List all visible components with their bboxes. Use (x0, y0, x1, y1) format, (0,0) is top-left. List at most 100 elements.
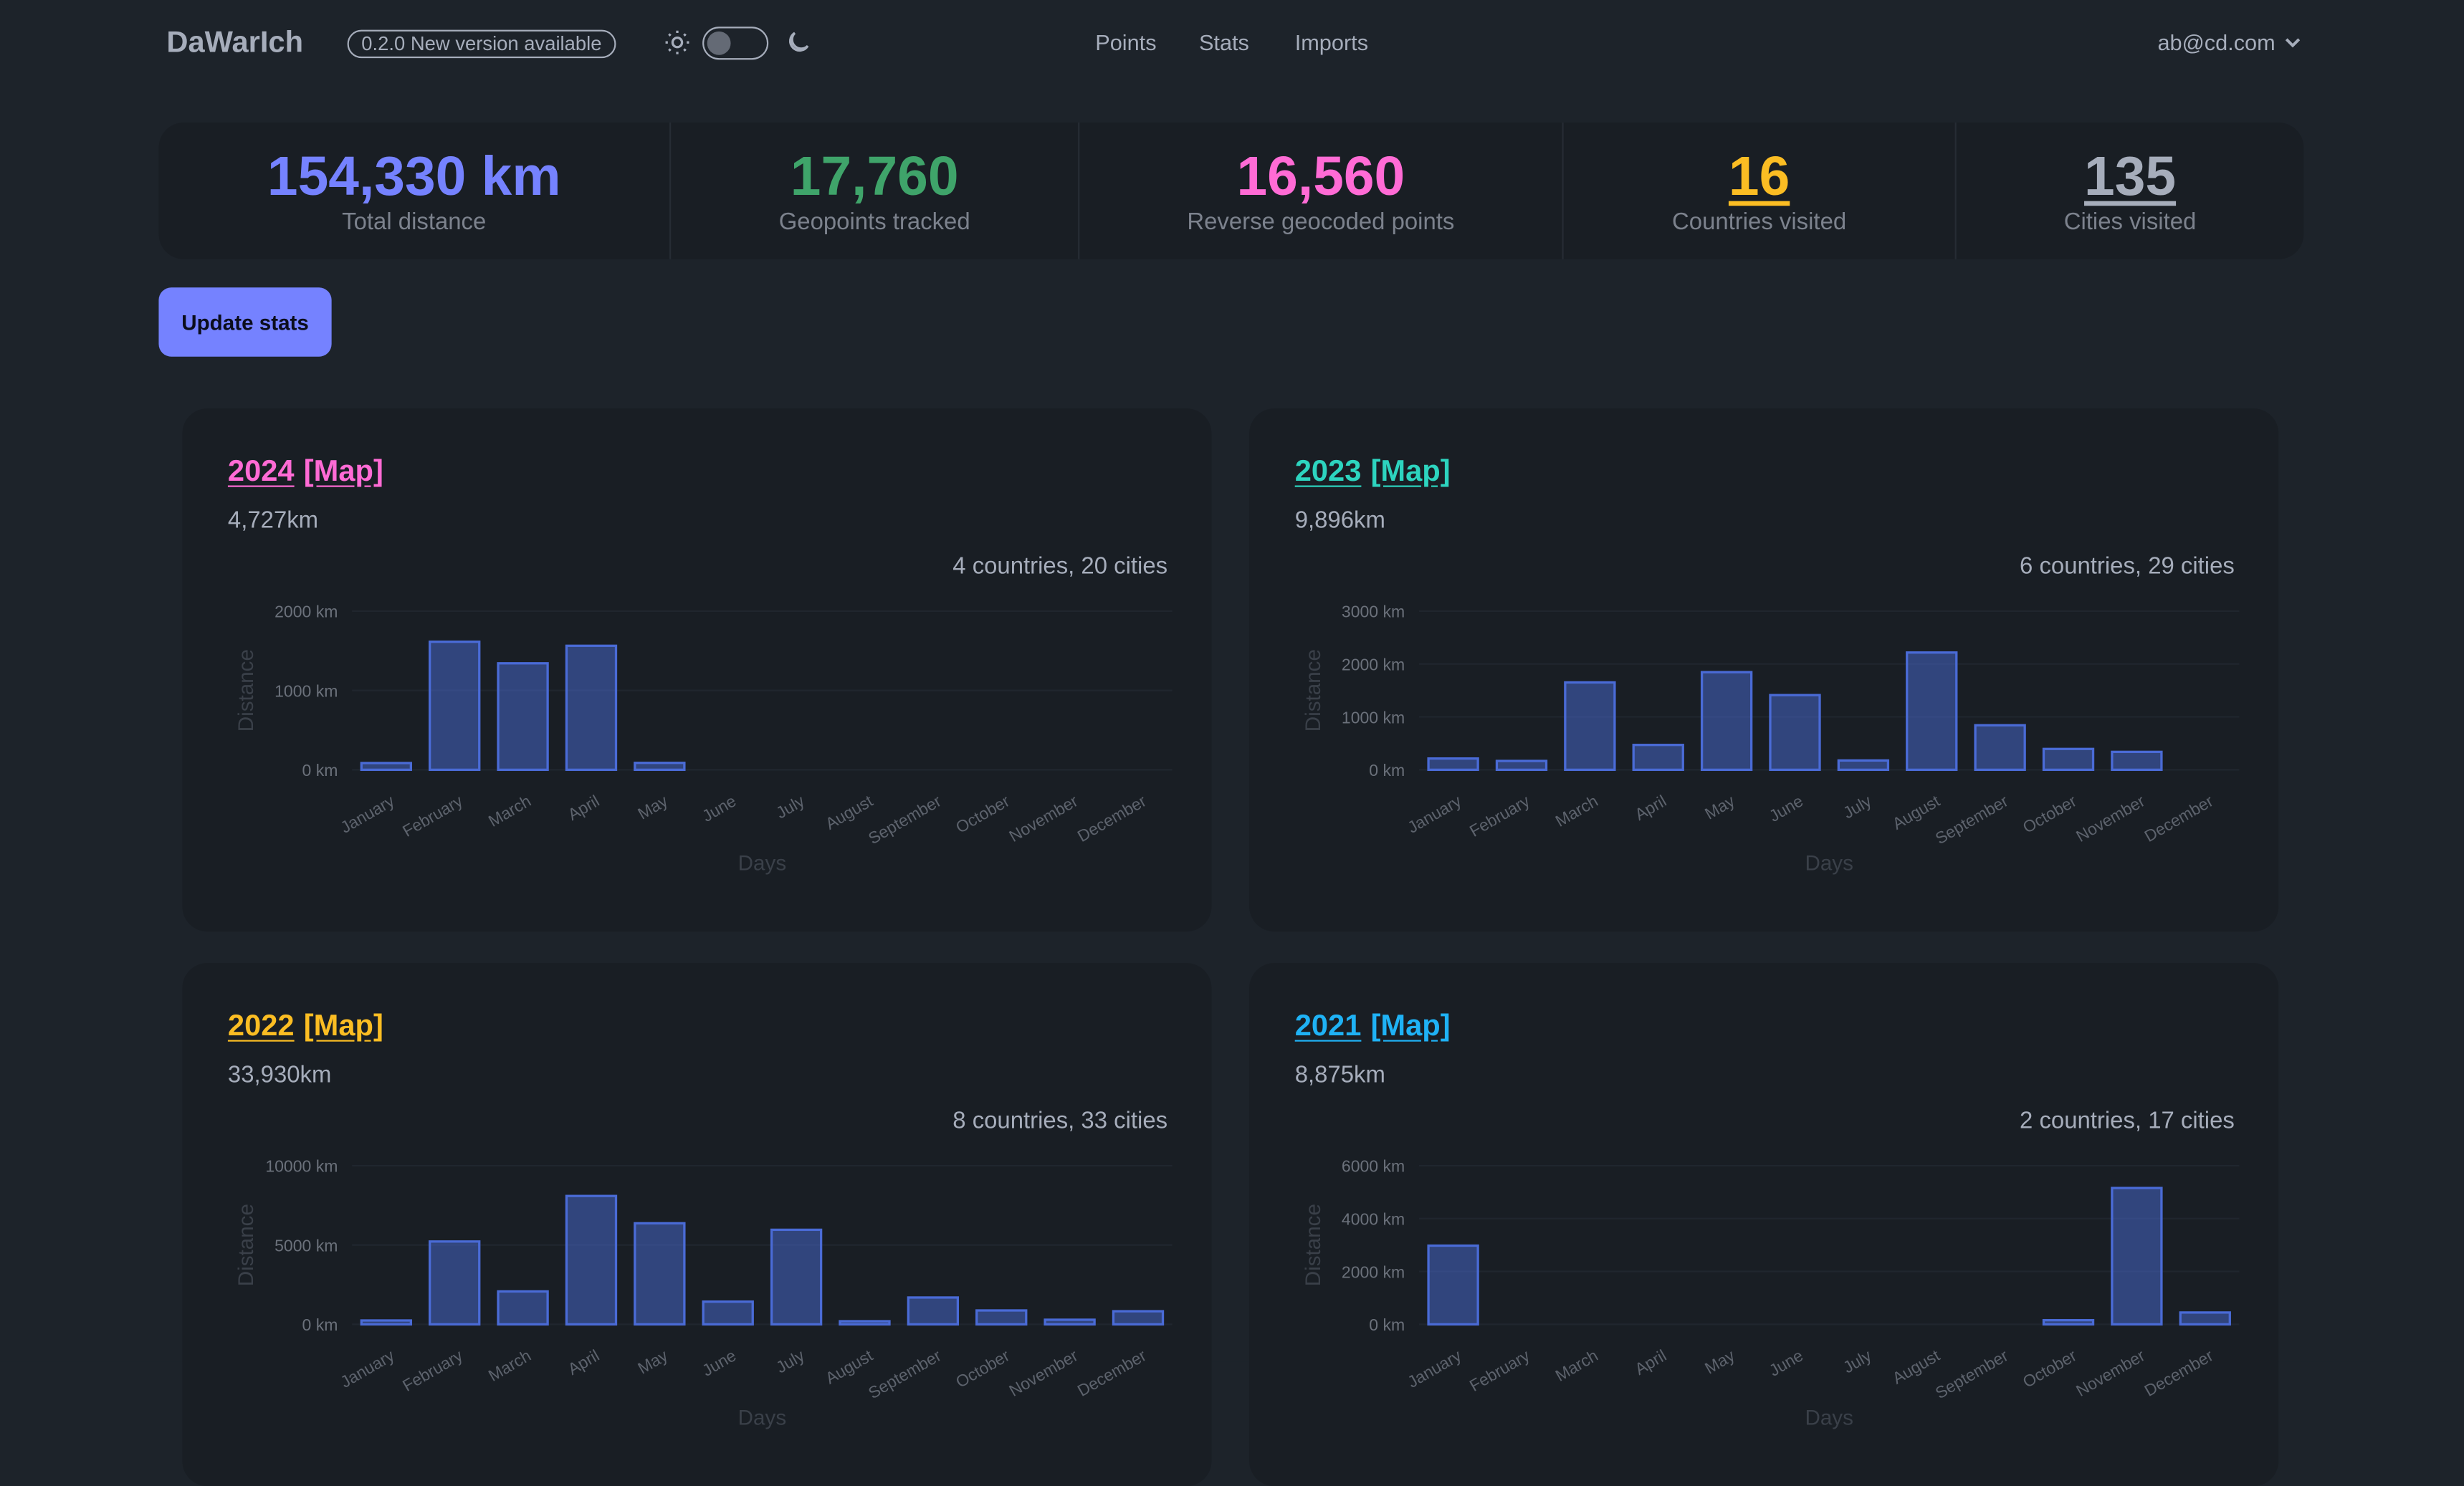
x-tick-label: April (565, 1346, 603, 1379)
year-link[interactable]: 2024 (227, 455, 295, 489)
x-tick-label: August (822, 1346, 877, 1388)
year-places: 8 countries, 33 cities (952, 1107, 1168, 1135)
y-tick-label: 2000 km (274, 603, 338, 621)
bar-may (634, 762, 686, 772)
stat-reverse-geocoded: 16,560 Reverse geocoded points (1079, 123, 1564, 259)
stats-page: DaWarIch 0.2.0 New version available Poi… (158, 27, 2302, 1430)
stat-label: Reverse geocoded points (1187, 208, 1455, 235)
app-logo[interactable]: DaWarIch (166, 27, 304, 60)
map-link[interactable]: [Map] (1370, 1010, 1451, 1043)
year-card-2021: 2021 [Map] 8,875km 2 countries, 17 cities… (1249, 963, 2279, 1486)
stat-label: Geopoints tracked (778, 208, 970, 235)
bar-december (2179, 1311, 2231, 1326)
nav-stats[interactable]: Stats (1198, 29, 1249, 55)
chevron-down-icon (2285, 38, 2300, 48)
bar-november (1044, 1318, 1096, 1326)
x-tick-label: December (2141, 791, 2216, 845)
y-tick-label: 2000 km (1342, 656, 1405, 674)
year-card-2023: 2023 [Map] 9,896km 6 countries, 29 cities… (1249, 408, 2279, 932)
bar-june (702, 1300, 754, 1326)
x-tick-label: January (1404, 1346, 1464, 1391)
x-tick-label: November (1006, 791, 1081, 845)
user-menu[interactable]: ab@cd.com (2157, 30, 2302, 55)
stat-label: Cities visited (2063, 208, 2197, 235)
x-tick-label: February (1466, 1346, 1533, 1395)
bar-may (1700, 671, 1753, 772)
x-tick-label: June (699, 791, 739, 825)
x-tick-label: June (699, 1346, 739, 1379)
x-tick-label: September (1932, 1346, 2012, 1402)
nav-imports[interactable]: Imports (1294, 29, 1369, 55)
year-distance: 4,727km (227, 507, 319, 535)
bar-january (1427, 1244, 1479, 1326)
x-tick-label: January (1404, 791, 1464, 837)
x-tick-label: March (1552, 1346, 1601, 1384)
x-tick-label: November (1006, 1346, 1081, 1400)
x-tick-label: December (1074, 1346, 1150, 1400)
x-axis-title: Days (1805, 1406, 1853, 1430)
countries-link[interactable]: 16 (1728, 145, 1790, 207)
bar-november (2111, 1187, 2163, 1326)
year-distance: 9,896km (1294, 507, 1385, 535)
x-tick-label: July (773, 1346, 808, 1376)
x-tick-label: June (1766, 1346, 1806, 1379)
x-tick-label: May (634, 1346, 671, 1378)
y-tick-label: 1000 km (274, 681, 338, 700)
y-tick-label: 0 km (302, 1315, 338, 1334)
x-tick-label: May (1701, 1346, 1738, 1378)
x-tick-label: April (1632, 791, 1670, 824)
update-stats-button[interactable]: Update stats (158, 287, 332, 357)
year-places: 6 countries, 29 cities (2020, 552, 2235, 580)
cities-link[interactable]: 135 (2084, 145, 2177, 207)
new-version-badge[interactable]: 0.2.0 New version available (347, 29, 616, 59)
theme-toggle[interactable] (702, 27, 769, 60)
distance-chart: 0 km 1000 km 2000 km 3000 km January February… (1302, 603, 2240, 876)
x-tick-label: December (2141, 1346, 2216, 1400)
bar-november (2111, 750, 2163, 772)
stat-label: Total distance (342, 208, 487, 235)
x-axis-title: Days (738, 1406, 786, 1430)
distance-chart: 0 km 1000 km 2000 km January February March Ap… (234, 603, 1173, 876)
year-title: 2021 [Map] (1295, 1010, 1460, 1045)
x-tick-label: September (865, 791, 945, 848)
y-tick-label: 1000 km (1342, 708, 1405, 727)
y-tick-label: 10000 km (265, 1157, 338, 1176)
map-link[interactable]: [Map] (303, 1010, 383, 1043)
year-link[interactable]: 2023 (1294, 455, 1362, 489)
bar-january (1427, 757, 1479, 772)
x-axis-title: Days (738, 852, 786, 876)
stat-value: 154,330 km (267, 145, 561, 207)
bar-october (2042, 1318, 2095, 1326)
bar-february (429, 1240, 481, 1326)
distance-chart: 0 km 2000 km 4000 km 6000 km January February… (1302, 1157, 2240, 1430)
x-tick-label: July (1840, 791, 1875, 822)
y-tick-label: 3000 km (1342, 603, 1405, 621)
sun-icon (665, 30, 689, 54)
x-tick-label: April (1632, 1346, 1670, 1379)
moon-icon (789, 32, 809, 52)
map-link[interactable]: [Map] (303, 455, 383, 489)
year-title: 2022 [Map] (228, 1010, 393, 1045)
x-tick-label: February (399, 1346, 466, 1395)
x-axis-title: Days (1805, 852, 1853, 876)
year-link[interactable]: 2022 (227, 1010, 295, 1043)
bar-march (497, 662, 549, 772)
x-tick-label: March (1552, 791, 1601, 830)
bar-may (634, 1222, 686, 1326)
distance-chart: 0 km 5000 km 10000 km January February March A… (234, 1157, 1173, 1430)
stat-value: 16,560 (1236, 145, 1405, 207)
year-card-2024: 2024 [Map] 4,727km 4 countries, 20 cities… (182, 408, 1212, 932)
bar-october (975, 1309, 1028, 1326)
year-title: 2023 [Map] (1295, 456, 1460, 490)
bar-february (1495, 759, 1548, 772)
nav-points[interactable]: Points (1095, 29, 1157, 55)
bar-march (497, 1290, 549, 1326)
y-axis-title: Distance (234, 649, 258, 732)
y-tick-label: 5000 km (274, 1236, 338, 1255)
x-tick-label: October (2020, 791, 2080, 837)
map-link[interactable]: [Map] (1370, 455, 1451, 489)
toggle-knob (707, 31, 731, 55)
year-link[interactable]: 2021 (1294, 1010, 1362, 1043)
x-tick-label: April (565, 791, 603, 824)
x-tick-label: October (952, 791, 1013, 837)
